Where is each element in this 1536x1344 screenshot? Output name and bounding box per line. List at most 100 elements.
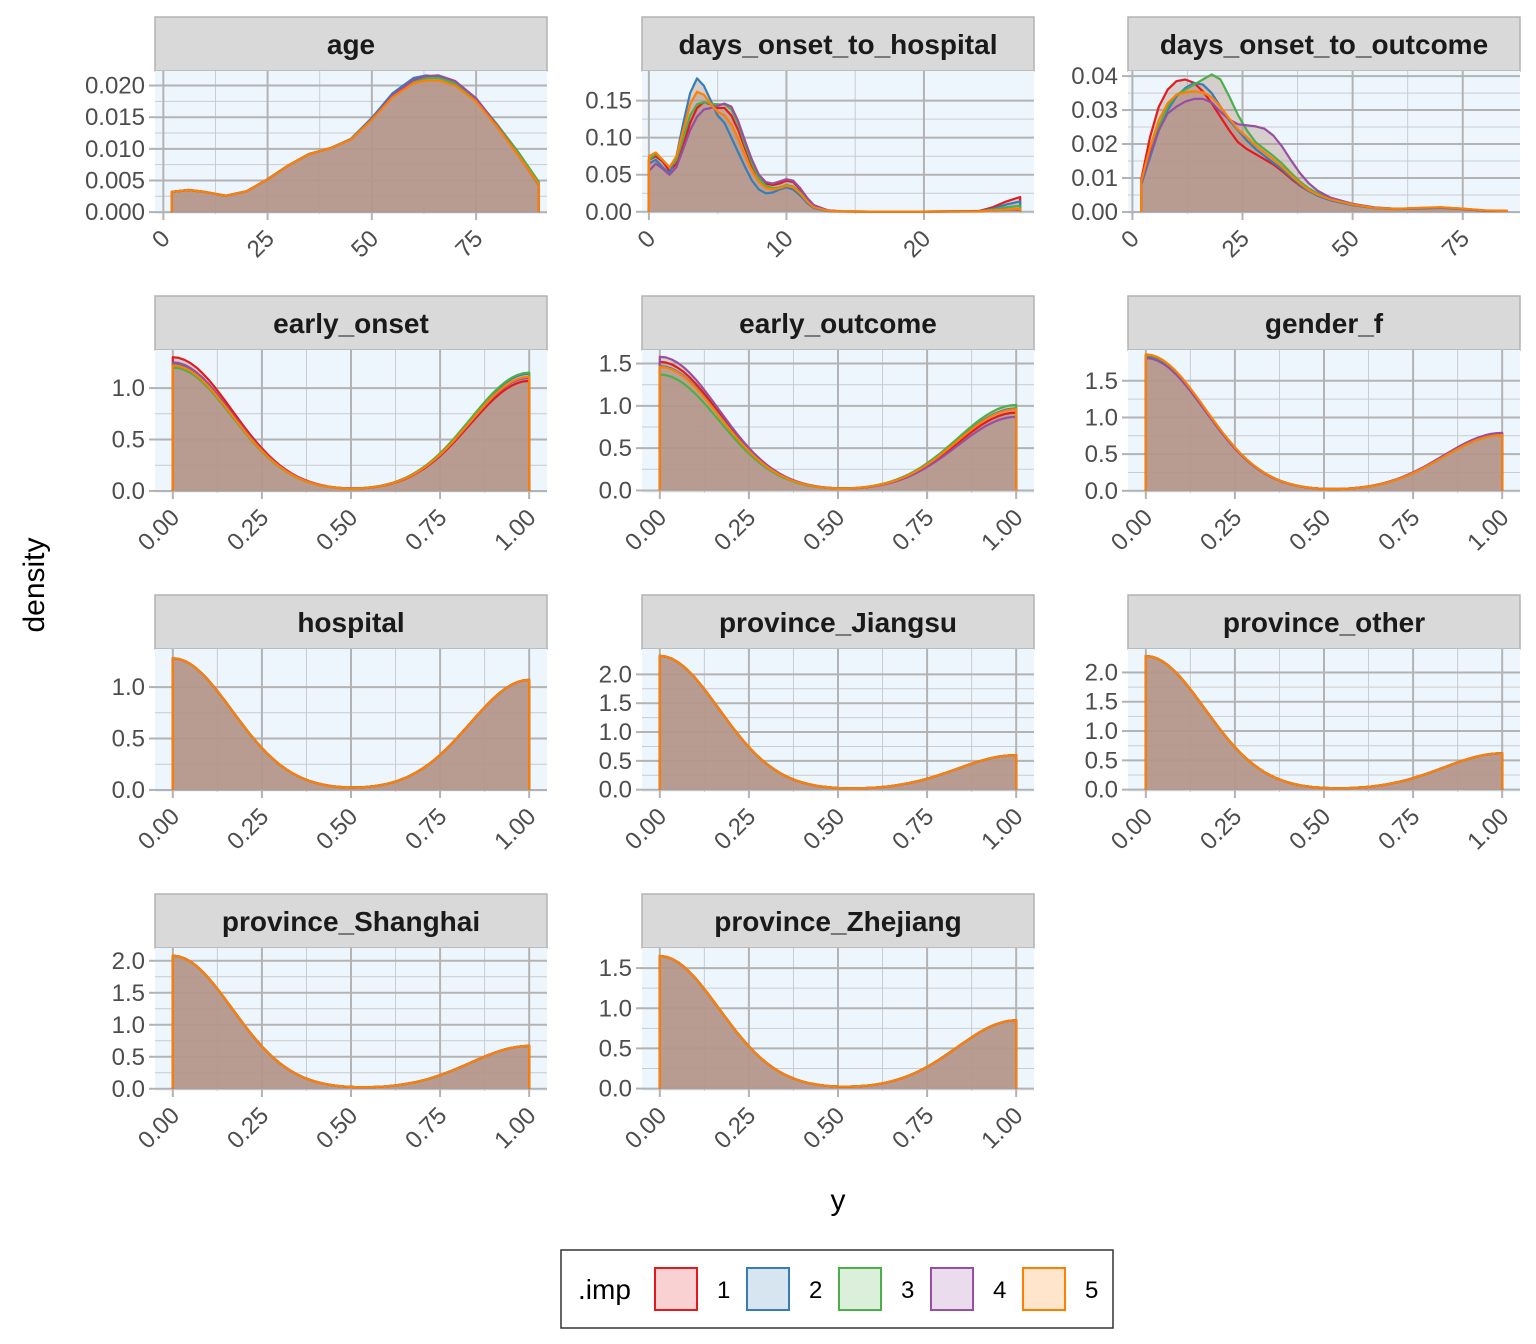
density-line-imp-5 [658, 654, 1018, 790]
facet-panel: age 0.000 0.005 0.010 0.015 0.020 0 25 50 75 [85, 16, 548, 263]
y-tick-label: 0.5 [112, 427, 145, 454]
density-area-imp-5 [1141, 91, 1507, 212]
x-tick-label: 1.00 [1462, 504, 1514, 556]
x-tick-label: 25 [1217, 225, 1255, 263]
y-tick-label: 1.0 [599, 393, 632, 420]
density-area-imp-2 [171, 75, 539, 213]
x-tick-label: 0.50 [798, 504, 850, 556]
density-area-imp-3 [1141, 74, 1507, 213]
y-tick-label: 0.02 [1071, 131, 1118, 158]
density-line-imp-5 [171, 657, 531, 790]
x-tick-label: 0.25 [222, 504, 274, 556]
facet-panel: early_onset 0.0 0.5 1.0 0.00 0.25 0.50 0.75 1.00 [112, 295, 548, 556]
facet-strip-label: province_Zhejiang [714, 906, 961, 937]
density-area-imp-3 [659, 655, 1017, 790]
facet-strip [154, 893, 548, 949]
density-area-imp-3 [659, 956, 1017, 1089]
x-tick-label: 0.75 [400, 803, 452, 855]
density-area-imp-1 [1145, 355, 1503, 491]
density-area-imp-1 [172, 955, 530, 1089]
gridlines [1128, 350, 1520, 493]
y-tick-label: 1.5 [599, 351, 632, 378]
legend-label: 3 [901, 1277, 914, 1304]
density-area-imp-4 [648, 103, 1021, 212]
y-tick-label: 0.00 [1071, 199, 1118, 226]
y-tick-label: 0.5 [1085, 747, 1118, 774]
density-area-imp-5 [1145, 656, 1503, 790]
x-tick-label: 0.50 [311, 504, 363, 556]
facet-strip-label: age [327, 29, 375, 60]
facet-strip-label: days_onset_to_outcome [1160, 29, 1488, 60]
x-tick-label: 0 [633, 225, 662, 254]
gridlines [155, 649, 547, 792]
y-tick-label: 1.5 [112, 980, 145, 1007]
density-line-imp-5 [1140, 90, 1508, 212]
y-tick-label: 0.0 [112, 1076, 145, 1103]
y-tick-label: 0.5 [112, 1044, 145, 1071]
y-tick-label: 1.0 [599, 719, 632, 746]
y-tick-label: 0.0 [599, 777, 632, 804]
x-tick-label: 0.25 [222, 1102, 274, 1154]
y-tick-label: 1.0 [1085, 404, 1118, 431]
x-tick-label: 0 [147, 225, 176, 254]
x-tick-label: 0.75 [887, 1102, 939, 1154]
x-tick-label: 0.50 [798, 803, 850, 855]
facet-strip-label: province_Jiangsu [719, 607, 957, 638]
density-area-imp-4 [659, 356, 1017, 491]
x-tick-label: 0.00 [620, 1102, 672, 1154]
x-tick-label: 0.50 [1284, 504, 1336, 556]
density-line-imp-5 [1144, 353, 1504, 491]
density-area-imp-4 [172, 362, 530, 491]
x-tick-label: 20 [898, 225, 936, 263]
panel-background [1128, 71, 1520, 214]
y-tick-label: 2.0 [1085, 659, 1118, 686]
density-area-imp-4 [1145, 656, 1503, 790]
gridlines [155, 71, 547, 214]
y-tick-label: 1.5 [1085, 368, 1118, 395]
density-area-imp-5 [659, 655, 1017, 790]
facet-panel: days_onset_to_outcome 0.00 0.01 0.02 0.03 0.0… [1071, 16, 1521, 263]
x-tick-label: 1.00 [1462, 803, 1514, 855]
density-area-imp-2 [659, 655, 1017, 790]
x-tick-label: 0.25 [1195, 803, 1247, 855]
facet-strip [641, 893, 1035, 949]
y-tick-label: 1.0 [112, 674, 145, 701]
density-area-imp-2 [648, 78, 1021, 212]
x-tick-label: 0.50 [798, 1102, 850, 1154]
y-tick-label: 0.0 [599, 477, 632, 504]
x-tick-label: 75 [450, 225, 488, 263]
y-tick-label: 0.015 [85, 104, 145, 131]
y-tick-label: 2.0 [599, 661, 632, 688]
y-tick-label: 1.0 [599, 995, 632, 1022]
facet-strip-label: days_onset_to_hospital [679, 29, 998, 60]
legend: .imp 1 2 3 4 5 [560, 1249, 1114, 1329]
y-axis-title: density [18, 537, 51, 632]
y-tick-label: 0.005 [85, 167, 145, 194]
x-tick-label: 0.75 [1373, 803, 1425, 855]
y-tick-label: 1.0 [1085, 718, 1118, 745]
x-tick-label: 0.50 [311, 1102, 363, 1154]
y-tick-label: 1.0 [112, 1012, 145, 1039]
x-tick-label: 1.00 [489, 803, 541, 855]
y-tick-label: 0.5 [112, 726, 145, 753]
gridlines [642, 948, 1034, 1091]
y-tick-label: 0.05 [585, 162, 632, 189]
y-tick-label: 0.03 [1071, 97, 1118, 124]
y-tick-label: 1.0 [112, 375, 145, 402]
gridlines [642, 649, 1034, 792]
y-tick-label: 0.0 [112, 777, 145, 804]
y-tick-label: 0.010 [85, 136, 145, 163]
density-area-imp-2 [172, 364, 530, 491]
y-tick-label: 2.0 [112, 948, 145, 975]
x-tick-label: 0.25 [222, 803, 274, 855]
y-tick-label: 0.0 [1085, 777, 1118, 804]
y-tick-label: 0.15 [585, 88, 632, 115]
x-tick-label: 75 [1437, 225, 1475, 263]
density-line-imp-5 [170, 79, 540, 213]
density-area-imp-3 [1145, 355, 1503, 491]
x-tick-label: 1.00 [976, 1102, 1028, 1154]
x-tick-label: 0.00 [133, 504, 185, 556]
y-tick-label: 0.0 [599, 1076, 632, 1103]
legend-label: 4 [993, 1277, 1006, 1304]
density-area-imp-1 [659, 956, 1017, 1089]
